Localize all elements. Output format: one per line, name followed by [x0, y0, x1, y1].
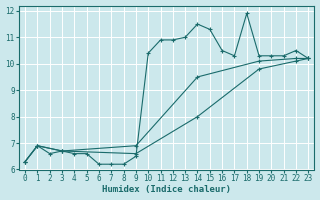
X-axis label: Humidex (Indice chaleur): Humidex (Indice chaleur) [102, 185, 231, 194]
